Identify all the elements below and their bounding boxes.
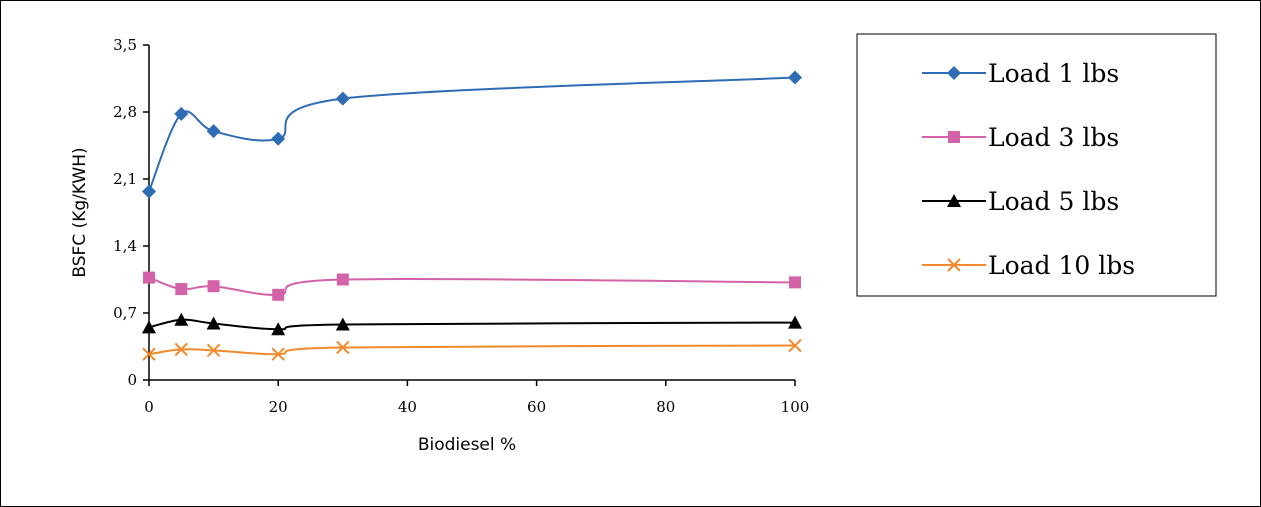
- y-tick-label: 0: [127, 371, 137, 389]
- legend-marker: [947, 194, 961, 207]
- data-point: [336, 340, 350, 355]
- y-tick-label: 1,4: [113, 237, 137, 255]
- legend: Load 1 lbs Load 3 lbs Load 5 lbs Load 10 lb…: [856, 33, 1217, 297]
- data-point: [206, 343, 221, 358]
- data-point: [143, 271, 155, 284]
- legend-marker: [947, 66, 961, 80]
- legend-label: Load 5 lbs: [988, 187, 1119, 216]
- x-tick-label: 0: [144, 398, 154, 416]
- data-point: [206, 316, 221, 330]
- data-point: [174, 106, 189, 121]
- data-point: [788, 315, 802, 329]
- legend-box: [856, 33, 1217, 297]
- x-ticks: 0 20 40 60 80 100: [144, 380, 809, 416]
- series-4: [142, 338, 802, 361]
- series-1: [142, 70, 802, 199]
- series-line: [148, 344, 796, 356]
- y-tick-label: 2,1: [113, 170, 137, 188]
- data-point: [335, 91, 350, 106]
- series-2: [143, 271, 801, 301]
- legend-item: Load 3 lbs: [922, 123, 1119, 152]
- x-tick-label: 20: [269, 398, 288, 416]
- x-tick-label: 40: [398, 398, 417, 416]
- y-ticks: 0 0,7 1,4 2,1 2,8 3,5: [113, 36, 149, 389]
- legend-item: Load 5 lbs: [922, 187, 1119, 216]
- y-axis-title: BSFC (Kg/KWH): [70, 147, 90, 277]
- x-tick-label: 80: [656, 398, 675, 416]
- legend-item: Load 1 lbs: [922, 59, 1119, 88]
- data-point: [271, 131, 286, 146]
- data-point: [335, 317, 350, 331]
- legend-label: Load 1 lbs: [988, 59, 1119, 88]
- data-point: [142, 184, 156, 199]
- data-point: [142, 320, 156, 334]
- data-point: [271, 322, 286, 336]
- data-point: [272, 288, 285, 301]
- y-tick-label: 2,8: [113, 103, 137, 121]
- data-point: [174, 342, 189, 357]
- legend-label: Load 3 lbs: [988, 123, 1119, 152]
- series-line: [148, 318, 796, 331]
- y-tick-label: 0,7: [113, 304, 137, 322]
- data-point: [789, 276, 801, 289]
- data-point: [174, 312, 189, 326]
- data-point: [175, 283, 188, 296]
- series-layer: [142, 70, 802, 361]
- legend-label: Load 10 lbs: [988, 251, 1135, 280]
- data-point: [271, 347, 285, 361]
- x-axis-title: Biodiesel %: [418, 435, 516, 455]
- data-point: [207, 280, 220, 293]
- series-line: [148, 276, 796, 296]
- data-point: [206, 124, 221, 139]
- data-point: [336, 273, 349, 286]
- legend-marker: [947, 258, 961, 272]
- x-tick-label: 100: [781, 398, 810, 416]
- data-point: [788, 70, 802, 85]
- data-point: [788, 338, 802, 353]
- data-point: [142, 347, 156, 361]
- series-3: [142, 312, 802, 336]
- y-tick-label: 3,5: [113, 36, 137, 54]
- legend-item: Load 10 lbs: [922, 251, 1135, 280]
- x-tick-label: 60: [527, 398, 546, 416]
- axes: [148, 45, 795, 381]
- series-line: [148, 76, 796, 192]
- legend-marker: [948, 131, 960, 143]
